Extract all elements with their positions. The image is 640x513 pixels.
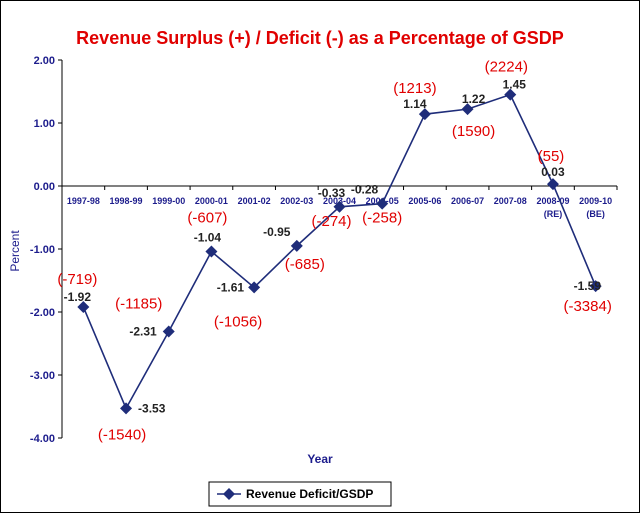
axes bbox=[61, 60, 617, 438]
amount-annotation: (-719) bbox=[57, 271, 97, 288]
y-tick-label: 2.00 bbox=[34, 55, 55, 67]
amount-annotation: (-1056) bbox=[214, 313, 262, 330]
data-point-marker bbox=[376, 197, 389, 210]
amount-annotation: (-685) bbox=[285, 256, 325, 273]
y-tick-label: 0.00 bbox=[34, 181, 55, 193]
amount-annotation: (2224) bbox=[485, 59, 528, 76]
y-tick-label: -1.00 bbox=[30, 244, 55, 256]
data-point-marker bbox=[77, 300, 90, 313]
data-point-marker bbox=[205, 245, 218, 258]
x-tick-label: 1999-00 bbox=[152, 196, 185, 206]
y-axis-label: Percent bbox=[8, 230, 22, 272]
x-axis-ticks: 1997-98 1998-99 1999-00 2000-01 2001-02 2002-… bbox=[61, 186, 618, 219]
data-point-marker bbox=[290, 239, 303, 252]
plot-area: -1.92 (-719) -3.53 (-1540) -2.31 (-1185) -1.04… bbox=[57, 59, 611, 444]
x-tick-label: 2007-08 bbox=[494, 196, 527, 206]
x-tick-label: 2008-09 bbox=[536, 196, 569, 206]
data-value-label: -1.59 bbox=[574, 279, 602, 293]
data-value-label: 1.22 bbox=[462, 92, 486, 106]
x-tick-label: 2000-01 bbox=[195, 196, 228, 206]
data-point-marker bbox=[461, 103, 474, 116]
x-axis-label: Year bbox=[307, 452, 333, 466]
data-value-label: 1.14 bbox=[403, 97, 427, 111]
data-value-label: -0.33 bbox=[318, 186, 346, 200]
x-tick-label: (BE) bbox=[586, 209, 605, 219]
data-point-marker bbox=[248, 281, 261, 294]
x-tick-label: 2002-03 bbox=[280, 196, 313, 206]
amount-annotation: (-3384) bbox=[563, 298, 611, 315]
data-value-label: 0.03 bbox=[541, 165, 565, 179]
x-tick-label: 2009-10 bbox=[579, 196, 612, 206]
data-value-label: -0.28 bbox=[351, 183, 379, 197]
amount-annotation: (55) bbox=[538, 148, 565, 165]
amount-annotation: (-607) bbox=[187, 210, 227, 227]
legend: Revenue Deficit/GSDP bbox=[208, 481, 392, 507]
y-axis-ticks: 2.00 1.00 0.00 -1.00 -2.00 -3.00 -4.00 bbox=[30, 55, 62, 445]
data-value-label: -2.31 bbox=[129, 325, 157, 339]
y-tick-label: 1.00 bbox=[34, 118, 55, 130]
series-line bbox=[82, 93, 597, 411]
data-value-label: 1.45 bbox=[503, 78, 527, 92]
legend-diamond-marker bbox=[223, 488, 235, 500]
amount-annotation: (1590) bbox=[452, 123, 495, 140]
x-tick-label: 2005-06 bbox=[408, 196, 441, 206]
x-tick-label: 1998-99 bbox=[110, 196, 143, 206]
legend-series-name: Revenue Deficit/GSDP bbox=[246, 487, 373, 501]
amount-annotation: (-258) bbox=[362, 210, 402, 227]
data-point-marker bbox=[589, 280, 602, 293]
x-tick-label: 1997-98 bbox=[67, 196, 100, 206]
data-point-marker bbox=[333, 200, 346, 213]
data-value-label: -1.04 bbox=[194, 231, 222, 245]
data-value-label: -0.95 bbox=[263, 225, 291, 239]
x-tick-label: (RE) bbox=[544, 209, 563, 219]
data-value-label: -1.92 bbox=[64, 290, 92, 304]
data-point-marker bbox=[162, 325, 175, 338]
data-point-marker bbox=[418, 108, 431, 121]
amount-annotation: (1213) bbox=[393, 80, 436, 97]
amount-annotation: (-274) bbox=[311, 213, 351, 230]
data-value-label: -1.61 bbox=[217, 280, 245, 294]
x-tick-label: 2006-07 bbox=[451, 196, 484, 206]
data-value-label: -3.53 bbox=[138, 401, 166, 415]
amount-annotation: (-1185) bbox=[115, 296, 162, 313]
y-tick-label: -3.00 bbox=[30, 370, 55, 382]
data-point-marker bbox=[504, 88, 517, 101]
chart-title: Revenue Surplus (+) / Deficit (-) as a P… bbox=[76, 28, 564, 48]
y-tick-label: -4.00 bbox=[30, 433, 55, 445]
data-point-marker bbox=[120, 402, 133, 415]
x-tick-label: 2001-02 bbox=[238, 196, 271, 206]
data-point-marker bbox=[546, 178, 559, 191]
amount-annotation: (-1540) bbox=[98, 426, 146, 443]
y-tick-label: -2.00 bbox=[30, 307, 55, 319]
